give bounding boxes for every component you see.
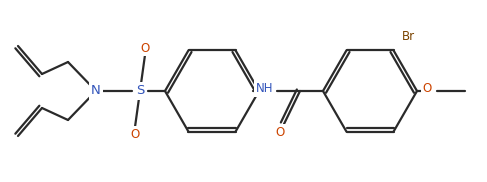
Text: O: O — [131, 128, 140, 141]
Text: O: O — [140, 41, 150, 54]
Text: Br: Br — [401, 30, 414, 43]
Text: O: O — [422, 82, 431, 96]
Text: N: N — [91, 84, 101, 98]
Text: NH: NH — [256, 82, 274, 94]
Text: O: O — [275, 126, 284, 139]
Text: S: S — [136, 84, 144, 98]
